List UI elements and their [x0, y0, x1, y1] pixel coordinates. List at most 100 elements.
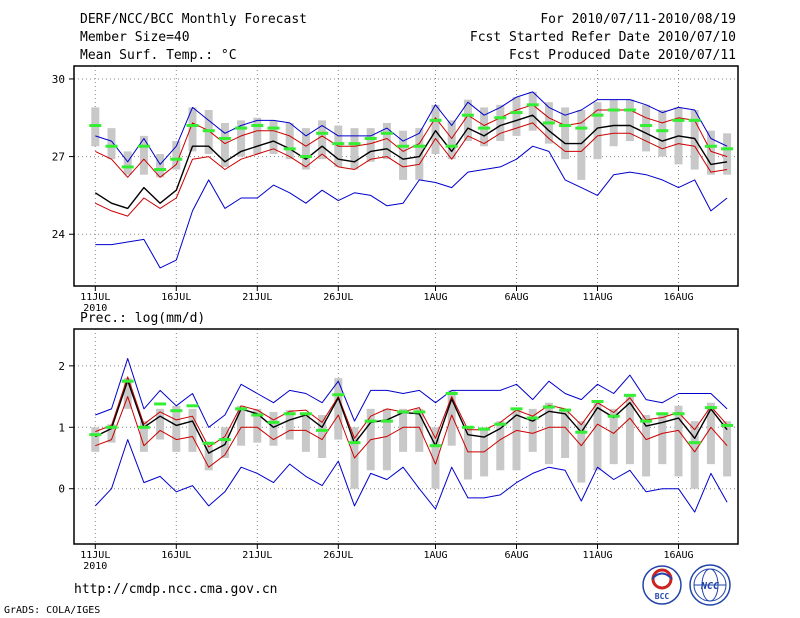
ensemble-box [625, 396, 634, 465]
observed-marker [283, 147, 296, 151]
observed-marker [429, 118, 442, 122]
ensemble-box [188, 107, 197, 152]
ensemble-box [301, 415, 310, 452]
ensemble-box [642, 415, 651, 477]
ensemble-box [366, 128, 375, 162]
ensemble-box [350, 128, 359, 170]
ensemble-box [318, 120, 327, 160]
x-tick-label: 6AUG [504, 292, 528, 303]
observed-marker [170, 409, 183, 413]
observed-marker [137, 144, 150, 148]
ensemble-box [496, 421, 505, 471]
observed-marker [704, 144, 717, 148]
ensemble-box [415, 128, 424, 180]
ensemble-box [528, 91, 537, 131]
precip-panel-title: Prec.: log(mm/d) [80, 311, 206, 326]
min-line [95, 145, 728, 269]
ensemble-box [658, 415, 667, 465]
variable-label: Mean Surf. Temp.: °C [80, 48, 237, 63]
temperature-panel: 24 27 30 11JUL 16JUL 21JUL 26JUL 1AUG 6AUG 11AUG 1… [52, 65, 739, 314]
ensemble-box [577, 421, 586, 483]
ensemble-box [204, 445, 213, 471]
observed-marker [478, 427, 491, 431]
ensemble-box [123, 378, 132, 409]
ensemble-box [172, 405, 181, 452]
y-tick-label: 30 [52, 73, 65, 86]
max-line [95, 358, 728, 428]
ensemble-box [382, 122, 391, 160]
ensemble-box [220, 122, 229, 167]
max-line [95, 91, 728, 165]
ensemble-box [301, 128, 310, 170]
source-url-link[interactable]: http://cmdp.ncc.cma.gov.cn [74, 582, 278, 597]
mean-line [94, 379, 728, 454]
observed-marker [105, 144, 118, 148]
observed-marker [607, 108, 620, 112]
ensemble-box [107, 424, 116, 443]
observed-marker [105, 425, 118, 429]
y-tick-label: 0 [58, 483, 65, 496]
observed-marker [121, 165, 134, 169]
observed-marker [656, 129, 669, 133]
observed-marker [299, 155, 312, 159]
ensemble-box [269, 411, 278, 446]
observed-marker [332, 142, 345, 146]
mean-line [94, 114, 728, 210]
observed-marker [510, 407, 523, 411]
observed-marker [170, 157, 183, 161]
y-tick-label: 2 [58, 360, 65, 373]
ensemble-box [447, 390, 456, 446]
observed-marker [299, 412, 312, 416]
observed-marker [380, 419, 393, 423]
year-label: 2010 [83, 303, 107, 314]
observed-marker [542, 121, 555, 125]
ensemble-box [188, 408, 197, 452]
precipitation-panel: 0 1 2 11JUL 16JUL 21JUL 26JUL 1AUG 6AUG 11AUG 16AU… [58, 328, 739, 572]
p25-line [95, 396, 728, 468]
member-size-label: Member Size=40 [80, 30, 190, 45]
observed-marker [445, 144, 458, 148]
x-tick-label: 16JUL [161, 550, 191, 561]
x-tick-label: 1AUG [423, 550, 447, 561]
y-tick-label: 1 [58, 421, 65, 434]
x-tick-label: 16AUG [663, 550, 693, 561]
observed-marker [218, 438, 231, 442]
observed-marker [704, 406, 717, 410]
x-tick-label: 1AUG [423, 292, 447, 303]
ensemble-box [642, 104, 651, 152]
y-tick-label: 24 [52, 228, 66, 241]
ensemble-box [285, 122, 294, 160]
observed-marker [121, 379, 134, 383]
ensemble-box [139, 135, 148, 175]
observed-marker [380, 131, 393, 135]
observed-marker [688, 118, 701, 122]
x-tick-label: 26JUL [323, 292, 353, 303]
panel-frame [73, 65, 739, 287]
observed-marker [526, 416, 539, 420]
ensemble-box [156, 408, 165, 440]
observed-marker [445, 392, 458, 395]
observed-marker [672, 412, 685, 416]
ensemble-box [399, 130, 408, 180]
observed-marker [316, 428, 329, 432]
ensemble-box [544, 402, 553, 465]
observed-marker [267, 126, 280, 130]
p25-line [95, 122, 728, 217]
x-tick-label: 21JUL [242, 550, 272, 561]
ensemble-box [334, 378, 343, 440]
observed-marker [251, 124, 264, 128]
observed-marker [542, 405, 555, 409]
grads-credit: GrADS: COLA/IGES [4, 605, 101, 616]
observed-marker [364, 419, 377, 423]
x-tick-label: 16AUG [663, 292, 693, 303]
observed-marker [623, 108, 636, 112]
ensemble-box [399, 408, 408, 452]
observed-marker [607, 414, 620, 418]
ncc-logo-text: NCC [700, 581, 719, 592]
ensemble-box [658, 110, 667, 157]
ensemble-box [447, 120, 456, 160]
observed-marker [461, 113, 474, 117]
chart-title: DERF/NCC/BCC Monthly Forecast [80, 12, 307, 27]
ensemble-box [609, 408, 618, 465]
